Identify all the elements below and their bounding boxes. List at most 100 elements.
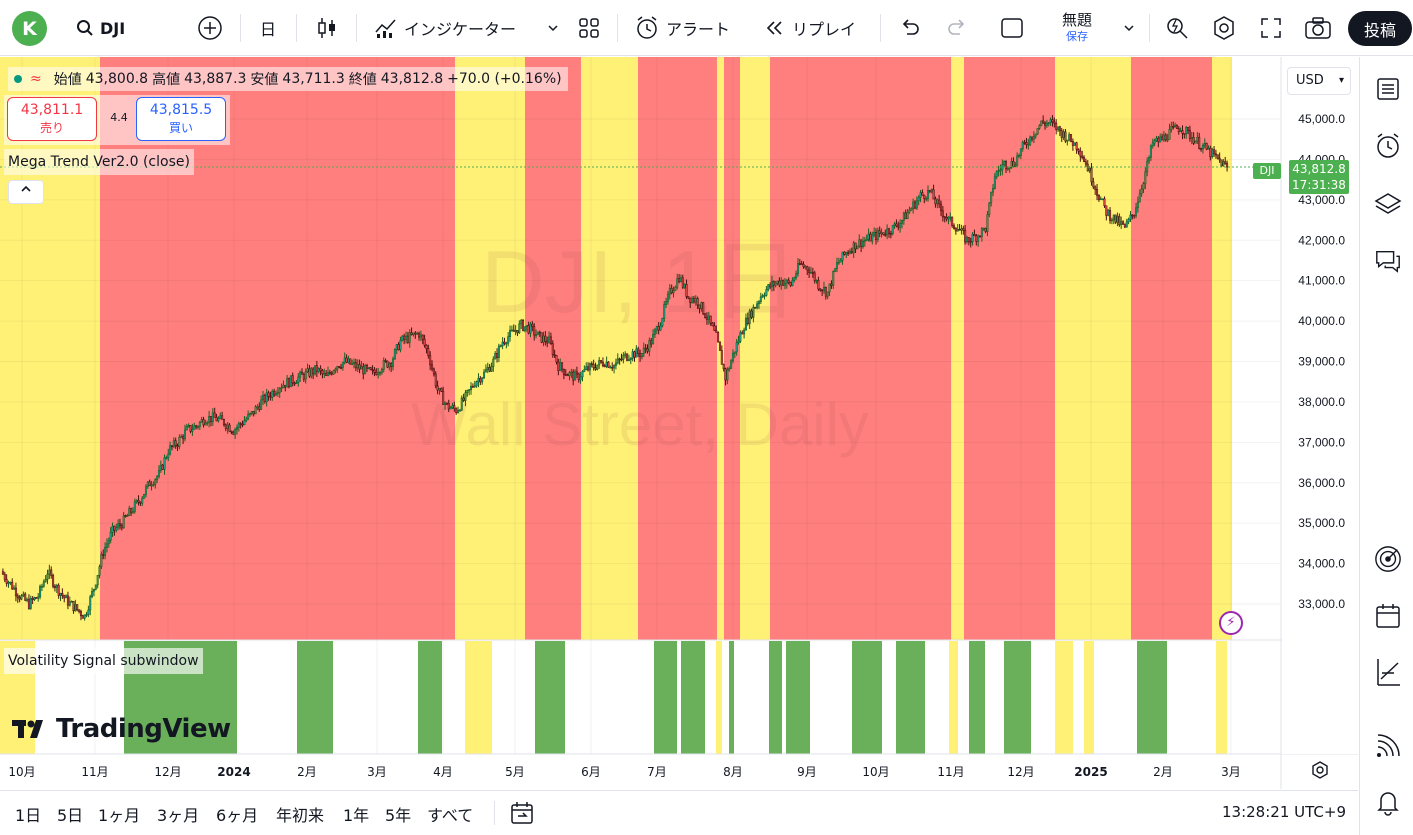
symbol-search-button[interactable]: DJI [76, 0, 125, 56]
sell-button[interactable]: 43,811.1 売り [7, 97, 97, 141]
ideas-stream-button[interactable] [1374, 545, 1402, 573]
buy-button[interactable]: 43,815.5 買い [136, 97, 226, 141]
range-1y[interactable]: 1年 [343, 806, 370, 825]
candle-body [1114, 214, 1117, 223]
range-6m[interactable]: 6ヶ月 [216, 806, 259, 825]
undo-button[interactable] [899, 0, 921, 56]
candle-up [733, 351, 736, 358]
candle-body [666, 293, 669, 302]
candle-up [949, 212, 952, 222]
layouts-button[interactable] [578, 0, 600, 56]
candle-down [1181, 125, 1184, 140]
candle-body [52, 575, 55, 587]
candle-up [117, 519, 120, 531]
time-axis[interactable]: 10月 11月 12月 2024 2月 3月 4月 5月 6月 7月 8月 9月 10月 11月 12月 20… [8, 765, 1240, 779]
layout-save-button[interactable]: 無題 保存 [1054, 10, 1100, 44]
range-5y[interactable]: 5年 [385, 806, 412, 825]
broadcast-button[interactable] [1374, 732, 1402, 760]
range-5d[interactable]: 5日 [57, 806, 84, 825]
candle-body [98, 566, 101, 576]
signal-bar-green [681, 641, 705, 754]
candle-down [787, 277, 790, 285]
chart-area[interactable]: DJI, 1日 Wall Street, Daily 45,000.044,00… [0, 57, 1358, 789]
candle-up [1038, 124, 1041, 130]
candle-up [248, 412, 251, 417]
range-ytd[interactable]: 年初来 [276, 806, 325, 825]
candle-up [497, 343, 500, 363]
candle-body [1019, 148, 1022, 156]
signal-bar-green [297, 641, 333, 754]
candle-up [336, 365, 339, 373]
candle-up [260, 395, 263, 410]
collapse-legend-button[interactable] [8, 180, 44, 204]
range-1m[interactable]: 1ヶ月 [98, 806, 141, 825]
candle-body [674, 286, 677, 291]
candle-body [208, 415, 211, 423]
candle-body [919, 192, 922, 198]
candle-up [891, 224, 894, 236]
user-avatar[interactable]: K [12, 11, 47, 46]
indicator-legend[interactable]: Mega Trend Ver2.0 (close) [4, 149, 194, 175]
fullscreen-select-button[interactable] [1000, 0, 1024, 56]
candle-body [828, 283, 831, 293]
range-3m[interactable]: 3ヶ月 [157, 806, 200, 825]
symbol-price-tag: DJI [1253, 163, 1281, 179]
subwindow-legend[interactable]: Volatility Signal subwindow [4, 648, 203, 674]
redo-button[interactable] [946, 0, 968, 56]
candle-down [330, 371, 333, 376]
chats-button[interactable] [1374, 247, 1402, 275]
candle-up [1138, 189, 1141, 203]
alerts-panel-button[interactable] [1374, 132, 1402, 160]
currency-select[interactable]: USD ▾ [1287, 67, 1351, 95]
replay-button[interactable]: リプレイ [764, 0, 856, 56]
candle-body [1142, 183, 1145, 190]
market-status-icon[interactable] [14, 75, 22, 83]
post-button[interactable]: 投稿 [1348, 11, 1412, 46]
compare-symbol-button[interactable] [197, 0, 223, 56]
candle-down [63, 594, 66, 603]
candle-down [644, 344, 647, 354]
utc-clock[interactable]: 13:28:21 UTC+9 [1222, 803, 1346, 821]
quick-search-button[interactable] [1164, 0, 1190, 56]
alert-button[interactable]: アラート [634, 0, 730, 56]
candle-down [137, 495, 140, 506]
candle-down [390, 362, 393, 373]
watchlist-button[interactable] [1374, 75, 1402, 103]
chart-canvas[interactable]: DJI, 1日 Wall Street, Daily 45,000.044,00… [0, 57, 1358, 789]
snapshot-button[interactable] [1304, 0, 1332, 56]
range-1d[interactable]: 1日 [15, 806, 42, 825]
candle-down [1058, 125, 1061, 136]
candle-up [1144, 167, 1147, 189]
candle-body [910, 208, 913, 211]
candle-up [581, 370, 584, 382]
drawing-tools-button[interactable] [1374, 658, 1402, 686]
goto-date-button[interactable] [509, 800, 535, 830]
lightning-icon[interactable]: ⚡ [1219, 611, 1243, 635]
candle-up [568, 371, 571, 381]
candle-body [915, 200, 918, 209]
tradingview-logo[interactable]: TradingView [12, 714, 231, 744]
layout-menu-button[interactable] [1122, 0, 1136, 56]
candle-body [1064, 131, 1067, 142]
candle-up [1142, 181, 1145, 194]
object-tree-button[interactable] [1374, 190, 1402, 218]
indicators-button[interactable]: インジケーター [374, 0, 516, 56]
axis-settings-button[interactable] [1308, 760, 1332, 784]
candle-body [291, 375, 294, 384]
candle-body [873, 232, 876, 236]
indicators-dropdown-button[interactable] [546, 0, 560, 56]
interval-button[interactable]: 日 [260, 0, 276, 56]
range-all[interactable]: すべて [427, 806, 474, 825]
fullscreen-button[interactable] [1260, 0, 1282, 56]
candle-up [250, 410, 253, 416]
candle-up [999, 164, 1002, 176]
candle-body [185, 426, 188, 431]
candle-body [319, 368, 322, 371]
price-tick-label: 43,000.0 [1298, 193, 1345, 207]
settings-button[interactable] [1211, 0, 1237, 56]
notifications-button[interactable] [1374, 788, 1402, 816]
calendar-button[interactable] [1374, 602, 1402, 630]
candle-body [317, 368, 320, 372]
chart-type-button[interactable] [316, 0, 338, 56]
candle-body [295, 382, 298, 385]
